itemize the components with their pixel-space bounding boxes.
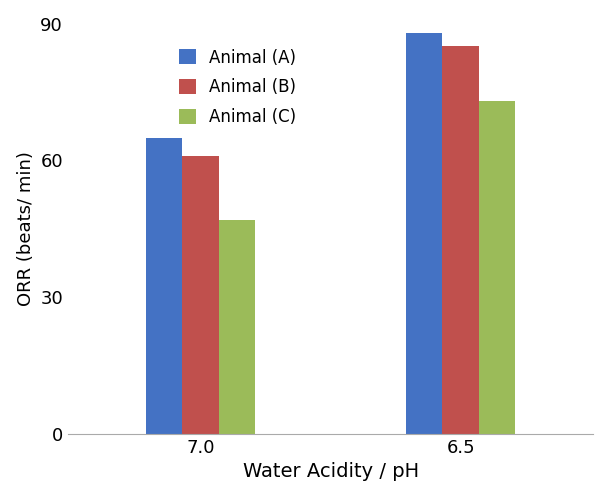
Bar bbox=[146, 137, 182, 434]
Bar bbox=[219, 220, 255, 434]
Bar bbox=[442, 46, 479, 434]
Legend: Animal (A), Animal (B), Animal (C): Animal (A), Animal (B), Animal (C) bbox=[171, 40, 304, 134]
Bar bbox=[479, 101, 515, 434]
Bar bbox=[182, 156, 219, 434]
X-axis label: Water Acidity / pH: Water Acidity / pH bbox=[243, 462, 418, 482]
Bar bbox=[406, 33, 442, 434]
Y-axis label: ORR (beats/ min): ORR (beats/ min) bbox=[16, 151, 35, 306]
